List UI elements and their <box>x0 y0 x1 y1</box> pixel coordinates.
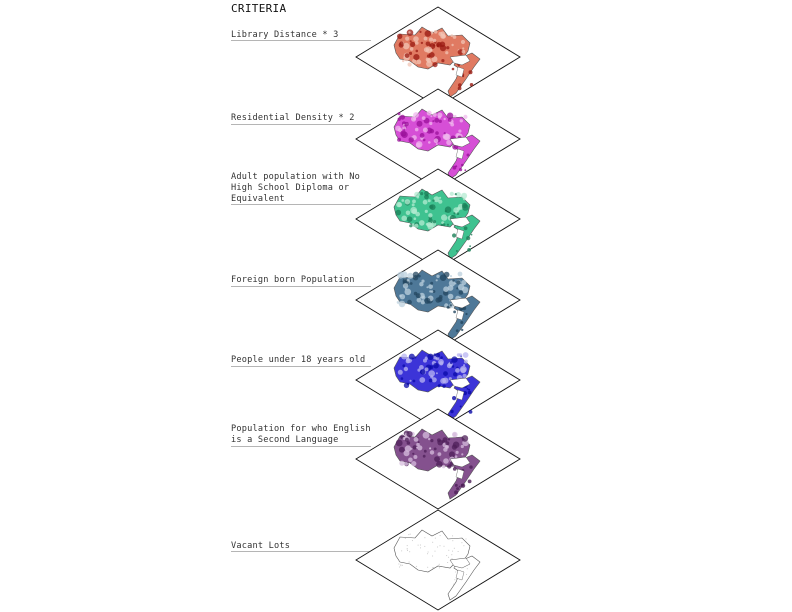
map-layer-no-diploma <box>355 168 521 270</box>
map-silhouette <box>393 529 481 601</box>
criterion-label-no-diploma: Adult population with No High School Dip… <box>231 172 360 204</box>
map-layer-vacant-lots <box>355 509 521 611</box>
criterion-label-foreign-born: Foreign born Population <box>231 275 355 285</box>
map-silhouette <box>393 26 481 98</box>
criterion-label-vacant-lots: Vacant Lots <box>231 541 291 551</box>
leader-line <box>231 124 371 125</box>
map-layer-esl <box>355 408 521 510</box>
map-layer-under-18 <box>355 329 521 431</box>
leader-line <box>231 446 371 447</box>
map-layer-residential-density <box>355 88 521 190</box>
map-silhouette <box>393 108 481 180</box>
map-silhouette <box>393 349 481 421</box>
map-layer-foreign-born <box>355 249 521 351</box>
leader-line <box>231 40 371 41</box>
criterion-label-esl: Population for who English is a Second L… <box>231 424 371 445</box>
criteria-title: CRITERIA <box>231 2 287 15</box>
criterion-label-residential-density: Residential Density * 2 <box>231 113 355 123</box>
leader-line <box>231 286 371 287</box>
leader-line <box>231 366 371 367</box>
map-silhouette <box>393 188 481 260</box>
map-silhouette <box>393 269 481 341</box>
leader-line <box>231 204 371 205</box>
map-silhouette <box>393 428 481 500</box>
map-layer-library-distance <box>355 6 521 108</box>
criterion-label-library-distance: Library Distance * 3 <box>231 30 339 40</box>
criterion-label-under-18: People under 18 years old <box>231 355 366 365</box>
leader-line <box>231 551 371 552</box>
